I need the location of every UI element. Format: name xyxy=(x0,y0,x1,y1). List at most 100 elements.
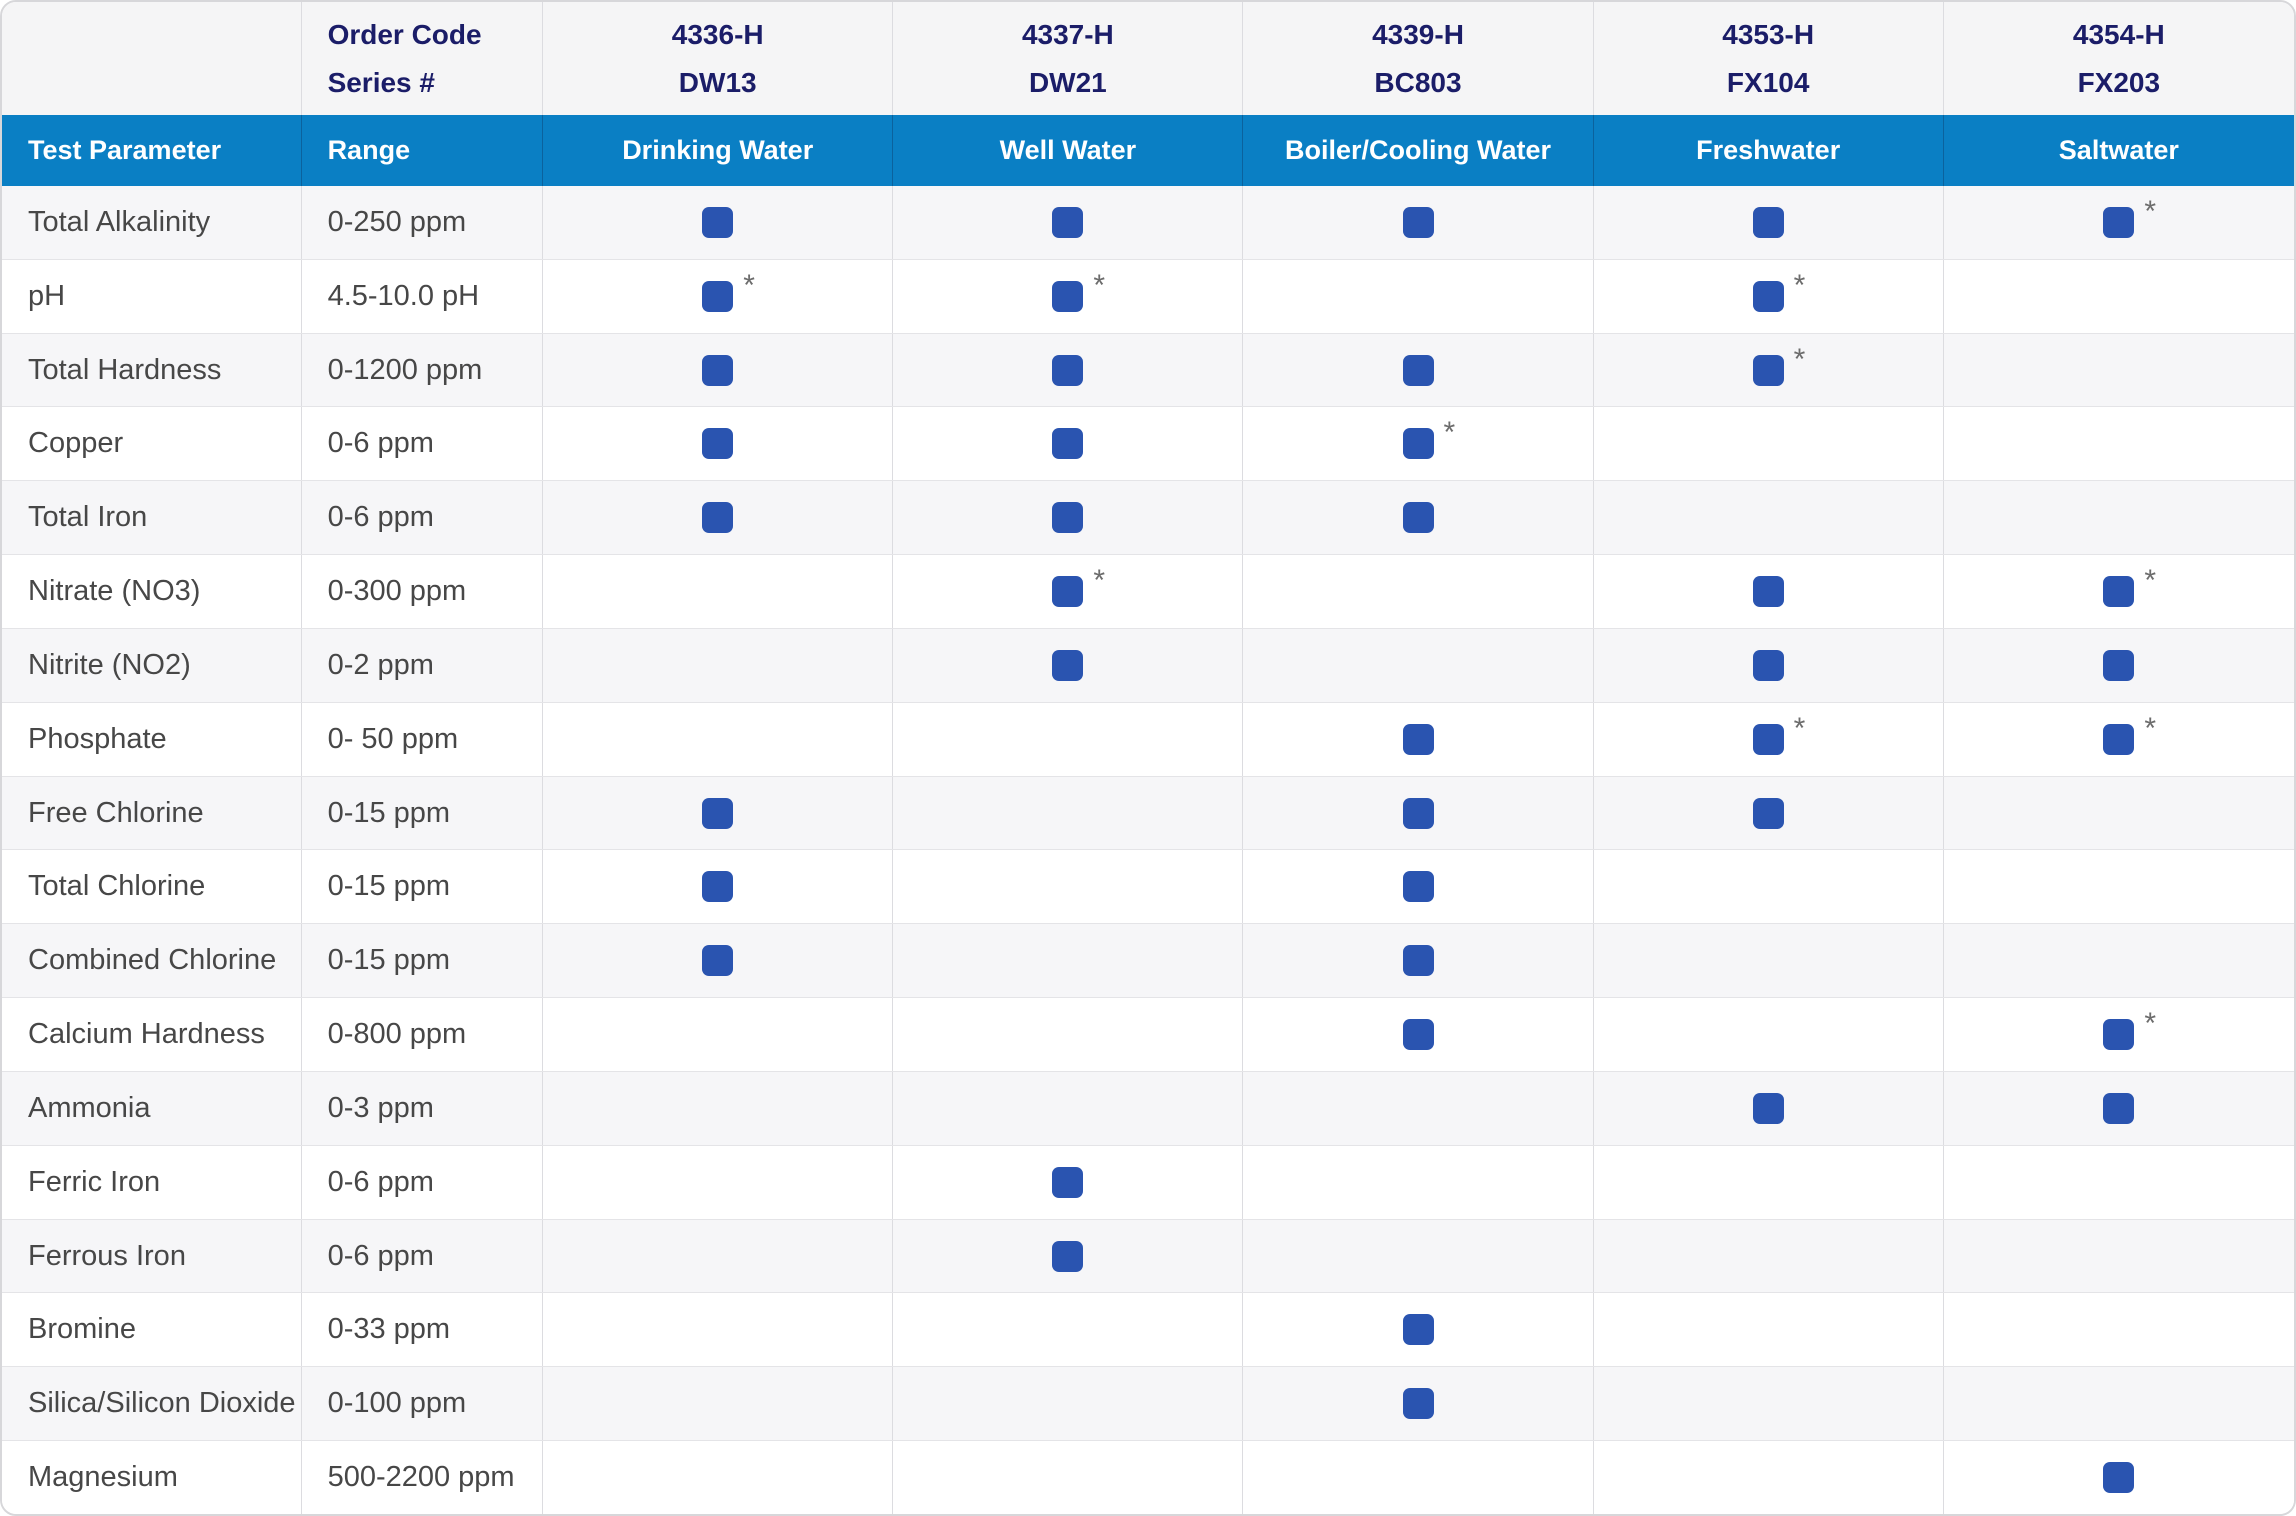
kit-cell xyxy=(1594,1293,1944,1367)
footnote-asterisk: * xyxy=(2144,711,2157,745)
check-square-icon xyxy=(1402,354,1434,386)
kit-header-4336-h: 4336-H DW13 xyxy=(543,2,894,115)
kit-cell xyxy=(1944,1072,2294,1145)
kit-cell xyxy=(543,702,894,776)
check-square-icon xyxy=(1402,723,1434,755)
table-row: pH 4.5-10.0 pH * * * xyxy=(2,258,2294,333)
kit-cell: * xyxy=(1944,186,2294,259)
kit-order-code: 4353-H xyxy=(1722,18,1815,50)
parameter-cell: Bromine xyxy=(2,1293,302,1367)
kit-cell: * xyxy=(1944,703,2294,776)
kit-cell xyxy=(543,776,894,850)
check-square-icon: * xyxy=(1752,344,1805,386)
check-square-icon: * xyxy=(1052,566,1105,608)
kit-cell xyxy=(893,1293,1244,1367)
footnote-asterisk: * xyxy=(1093,564,1106,598)
kit-cell: * xyxy=(1594,333,1944,407)
kit-cell xyxy=(1594,481,1944,555)
kit-cell: * xyxy=(1594,702,1944,776)
kit-cell xyxy=(893,481,1244,555)
series-label: Series # xyxy=(327,66,435,98)
kit-series: FX203 xyxy=(2077,66,2161,98)
kit-header-4339-h: 4339-H BC803 xyxy=(1243,2,1594,115)
check-square-icon xyxy=(702,428,734,460)
check-square-icon xyxy=(1052,428,1084,460)
parameter-cell: Calcium Hardness xyxy=(2,998,302,1071)
range-cell: 0-6 ppm xyxy=(302,1145,544,1219)
kit-cell: * xyxy=(1594,259,1944,333)
kit-cell: * xyxy=(893,555,1244,628)
range-cell: 0-15 ppm xyxy=(302,776,544,850)
check-square-icon: * xyxy=(1402,418,1455,460)
kit-cell xyxy=(893,628,1244,702)
kit-cell xyxy=(1243,555,1594,628)
footnote-asterisk: * xyxy=(2144,194,2157,228)
kit-cell xyxy=(1594,1145,1944,1219)
check-square-icon xyxy=(2103,649,2135,681)
kit-cell: * xyxy=(893,259,1244,333)
kit-cell xyxy=(893,702,1244,776)
kit-cell xyxy=(1594,186,1944,259)
parameter-cell: Phosphate xyxy=(2,702,302,776)
kit-series: DW13 xyxy=(678,66,757,98)
range-cell: 0-250 ppm xyxy=(302,186,544,259)
kit-cell xyxy=(543,1293,894,1367)
check-square-icon xyxy=(1052,649,1084,681)
kit-cell xyxy=(1944,334,2294,407)
kit-cell xyxy=(893,1145,1244,1219)
kit-cell xyxy=(1243,481,1594,555)
range-cell: 0-15 ppm xyxy=(302,924,544,998)
check-square-icon xyxy=(1752,1092,1784,1124)
kit-cell xyxy=(1944,1441,2294,1514)
kit-cell xyxy=(543,998,894,1071)
check-square-icon: * xyxy=(1752,713,1805,755)
check-square-icon xyxy=(1402,945,1434,977)
kit-cell xyxy=(1944,777,2294,850)
table-row: Total Chlorine 0-15 ppm xyxy=(2,849,2294,924)
kit-cell xyxy=(543,481,894,555)
kit-order-code: 4337-H xyxy=(1021,18,1114,50)
table-header-blue: Test Parameter Range Drinking Water Well… xyxy=(2,115,2294,186)
check-square-icon: * xyxy=(1752,270,1805,312)
kit-cell xyxy=(1944,629,2294,702)
check-square-icon xyxy=(1402,1019,1434,1051)
kit-cell xyxy=(1944,924,2294,997)
kit-cell xyxy=(1243,776,1594,850)
water-type-header-well-water: Well Water xyxy=(893,115,1244,186)
check-square-icon xyxy=(702,797,734,829)
kit-cell xyxy=(893,850,1244,924)
kit-cell xyxy=(543,1441,894,1514)
kit-cell xyxy=(543,1071,894,1145)
range-cell: 0-33 ppm xyxy=(302,1293,544,1367)
check-square-icon xyxy=(1752,576,1784,608)
check-square-icon xyxy=(702,502,734,534)
check-square-icon xyxy=(1402,797,1434,829)
kit-order-code: 4336-H xyxy=(671,18,764,50)
kit-cell xyxy=(543,924,894,998)
check-square-icon xyxy=(1402,206,1434,238)
check-square-icon xyxy=(1752,206,1784,238)
kit-cell xyxy=(543,1219,894,1293)
footnote-asterisk: * xyxy=(1793,342,1806,376)
kit-cell xyxy=(893,1441,1244,1514)
check-square-icon xyxy=(702,354,734,386)
range-cell: 0-3 ppm xyxy=(302,1071,544,1145)
parameter-cell: Magnesium xyxy=(2,1441,302,1514)
check-square-icon: * xyxy=(1052,270,1105,312)
parameter-cell: Ammonia xyxy=(2,1071,302,1145)
kit-cell xyxy=(1243,628,1594,702)
range-cell: 0- 50 ppm xyxy=(302,702,544,776)
kit-cell xyxy=(893,186,1244,259)
kit-cell xyxy=(1944,1293,2294,1366)
kit-cell xyxy=(1594,850,1944,924)
check-square-icon xyxy=(1052,1240,1084,1272)
parameter-cell: Combined Chlorine xyxy=(2,924,302,998)
kit-header-4337-h: 4337-H DW21 xyxy=(893,2,1244,115)
kit-header-4354-h: 4354-H FX203 xyxy=(1944,2,2294,115)
table-row: Nitrate (NO3) 0-300 ppm * * xyxy=(2,554,2294,628)
kit-cell xyxy=(893,1071,1244,1145)
table-row: Free Chlorine 0-15 ppm xyxy=(2,775,2294,850)
check-square-icon xyxy=(1402,1388,1434,1420)
table-row: Ferrous Iron 0-6 ppm xyxy=(2,1218,2294,1293)
kit-cell xyxy=(543,407,894,481)
